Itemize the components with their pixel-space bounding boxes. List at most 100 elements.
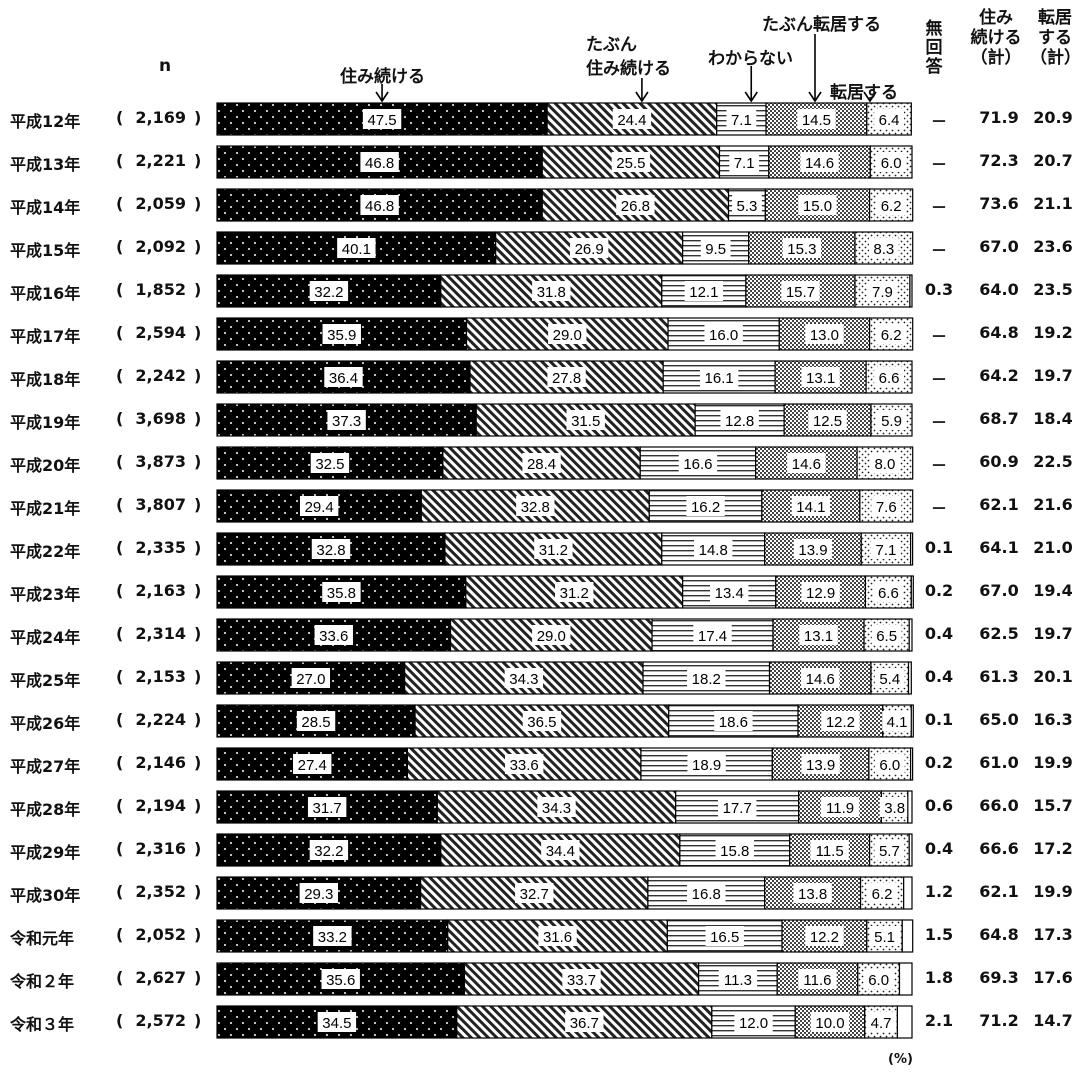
row-stay-total: 68.7: [979, 409, 1019, 428]
value-label-bg: [693, 625, 732, 645]
value-label-maybe-move: 12.5: [813, 413, 842, 430]
row-n-value: 2,627: [135, 968, 186, 987]
value-label-bg: [873, 582, 904, 602]
value-label-bg: [504, 668, 544, 688]
value-label-bg: [810, 1012, 850, 1032]
value-label-bg: [296, 711, 336, 731]
row-n-value: 3,807: [135, 495, 186, 514]
value-label-move: 6.0: [879, 757, 900, 774]
value-label-stay: 32.2: [314, 284, 343, 301]
callout-maybe-move: たぶん転居する: [762, 15, 881, 35]
value-label-maybe-stay: 29.0: [537, 628, 566, 645]
bar-segment-no-answer: [908, 618, 913, 652]
row-no-answer: 1.2: [924, 882, 954, 901]
value-label-stay: 29.4: [305, 499, 334, 516]
row-no-answer: －: [930, 413, 947, 432]
row-n-close: ): [194, 882, 202, 901]
row-no-answer: 0.4: [924, 839, 954, 858]
bars-layer: 47.5 24.4 7.1 14.5 6.4 46.8 25.5 7.1 14.6 6.0 46.8…: [216, 102, 914, 1039]
value-label-maybe-stay: 31.8: [537, 284, 566, 301]
value-label-bg: [787, 453, 826, 473]
row-n-open: (: [116, 495, 124, 514]
row-n-close: ): [194, 1011, 202, 1030]
row-year-label: 平成24年: [10, 628, 81, 647]
row-move-total: 18.4: [1033, 409, 1073, 428]
row-move-total: 20.1: [1033, 667, 1073, 686]
value-label-bg: [504, 754, 544, 774]
row-year-label: 平成27年: [10, 757, 81, 776]
value-label-maybe-move: 15.7: [786, 284, 815, 301]
row-n-open: (: [116, 108, 124, 127]
row-year-label: 平成23年: [10, 585, 81, 604]
row-n-value: 2,224: [135, 710, 186, 729]
value-label-unknown: 17.4: [698, 628, 727, 645]
value-label-maybe-stay: 31.2: [539, 542, 568, 559]
value-label-unknown: 9.5: [705, 241, 726, 258]
callout-arrow-maybe-move: [808, 34, 822, 103]
value-label-stay: 46.8: [365, 198, 394, 215]
value-label-maybe-stay: 26.9: [575, 241, 604, 258]
bar-segment-no-answer: [910, 575, 914, 609]
value-label-stay: 27.0: [296, 671, 325, 688]
value-label-stay: 35.9: [327, 327, 356, 344]
value-label-maybe-move: 12.9: [806, 585, 835, 602]
value-label-bg: [309, 840, 349, 860]
row-move-total: 15.7: [1033, 796, 1073, 815]
row-n-value: 2,059: [135, 194, 186, 213]
value-label-bg: [871, 496, 902, 516]
value-label-bg: [311, 539, 351, 559]
value-label-stay: 36.4: [329, 370, 358, 387]
value-label-maybe-stay: 36.5: [527, 714, 556, 731]
value-label-bg: [810, 840, 849, 860]
row-year-label: 平成15年: [10, 241, 81, 260]
value-label-bg: [360, 195, 399, 215]
row-no-answer: 0.6: [924, 796, 954, 815]
value-label-bg: [687, 668, 726, 688]
row-n-value: 2,572: [135, 1011, 186, 1030]
value-label-bg: [801, 668, 840, 688]
value-label-bg: [793, 883, 832, 903]
value-label-bg: [704, 324, 743, 344]
value-label-maybe-stay: 25.5: [616, 155, 645, 172]
value-label-bg: [718, 969, 758, 989]
row-year-label: 令和３年: [10, 1015, 75, 1034]
bar-segment-maybe-stay: [463, 962, 700, 996]
row-n-value: 2,146: [135, 753, 186, 772]
row-n-open: (: [116, 839, 124, 858]
value-label-bg: [555, 582, 594, 602]
value-label-maybe-move: 13.9: [798, 542, 827, 559]
row-year-label: 平成29年: [10, 843, 81, 862]
bar-segment-no-answer: [903, 876, 913, 910]
row-move-total: 20.9: [1033, 108, 1073, 127]
value-label-bg: [791, 496, 831, 516]
row-year-label: 令和元年: [10, 929, 75, 948]
value-label-bg: [718, 797, 757, 817]
value-label-bg: [699, 367, 739, 387]
row-stay-total: 69.3: [979, 968, 1019, 987]
row-n-value: 2,316: [135, 839, 186, 858]
value-label-move: 7.1: [876, 542, 897, 559]
value-label-bg: [871, 625, 902, 645]
bar-segment-no-answer: [896, 1005, 913, 1039]
row-year-label: 平成13年: [10, 155, 81, 174]
value-label-maybe-move: 10.0: [815, 1015, 844, 1032]
row-year-label: 平成25年: [10, 671, 81, 690]
value-label-bg: [781, 281, 820, 301]
value-label-stay: 33.6: [319, 628, 348, 645]
row-n-close: ): [194, 323, 202, 342]
row-n-open: (: [116, 323, 124, 342]
row-n-close: ): [194, 409, 202, 428]
value-label-maybe-move: 14.6: [805, 155, 834, 172]
value-label-unknown: 17.7: [723, 800, 752, 817]
value-label-move: 6.2: [872, 886, 893, 903]
value-label-bg: [612, 109, 652, 129]
value-label-bg: [322, 324, 361, 344]
value-label-bg: [684, 281, 724, 301]
value-label-maybe-stay: 33.6: [510, 757, 539, 774]
row-no-answer: －: [930, 456, 947, 475]
value-label-maybe-stay: 26.8: [621, 198, 650, 215]
value-label-bg: [522, 453, 561, 473]
value-label-bg: [874, 840, 905, 860]
row-move-total: 23.5: [1033, 280, 1073, 299]
value-label-maybe-move: 13.8: [798, 886, 827, 903]
